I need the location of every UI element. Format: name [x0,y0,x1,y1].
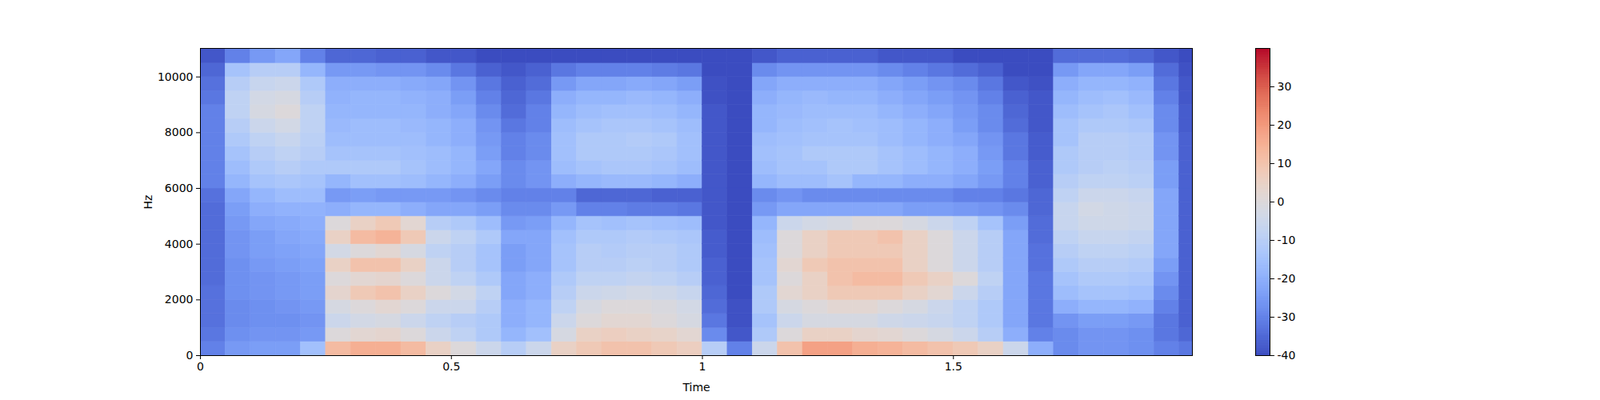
svg-text:4000: 4000 [164,237,194,251]
svg-text:30: 30 [1277,80,1292,93]
svg-text:-10: -10 [1277,233,1296,247]
svg-text:0.5: 0.5 [442,360,460,373]
svg-text:1.5: 1.5 [944,360,963,373]
svg-text:8000: 8000 [164,125,194,139]
svg-text:-40: -40 [1277,348,1296,362]
svg-text:6000: 6000 [164,181,194,195]
svg-text:10: 10 [1277,156,1292,170]
svg-text:2000: 2000 [164,292,194,306]
svg-text:0: 0 [1277,195,1285,208]
svg-text:10000: 10000 [157,70,194,84]
svg-text:20: 20 [1277,118,1292,132]
svg-text:0: 0 [196,360,204,373]
svg-text:0: 0 [186,348,194,362]
svg-text:-30: -30 [1277,310,1296,324]
svg-text:1: 1 [699,360,707,373]
svg-text:-20: -20 [1277,272,1296,285]
svg-text:Hz: Hz [141,195,155,210]
svg-text:Time: Time [681,380,710,394]
